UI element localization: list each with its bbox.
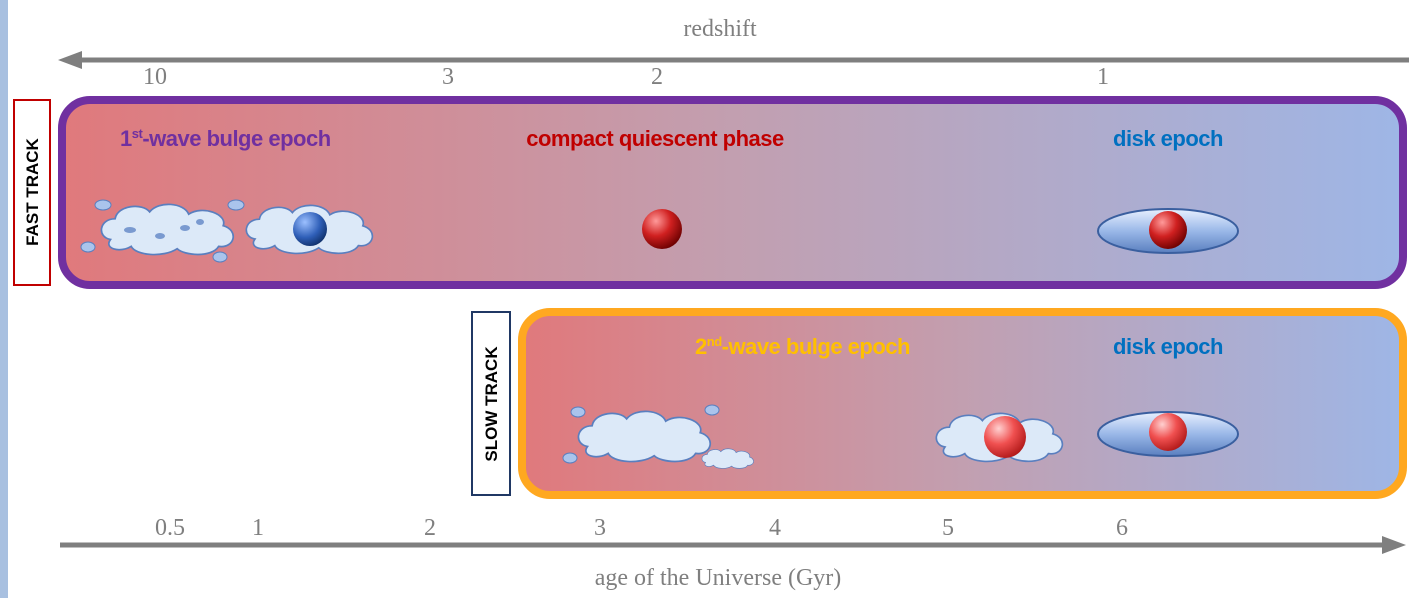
tick-labels: 0.5 1 2 3 4 5 6	[155, 515, 1128, 541]
tick-label: 3	[594, 515, 606, 541]
arrow-head	[58, 51, 82, 69]
tick-labels: 10 3 2 1	[143, 64, 1109, 90]
axis-title: redshift	[683, 16, 757, 42]
edge-strip	[0, 0, 8, 598]
track-box	[522, 312, 1403, 495]
tick-label: 2	[651, 64, 663, 90]
phase-label: disk epoch	[1113, 126, 1223, 151]
phase-label: disk epoch	[1113, 334, 1223, 359]
phase-label: compact quiescent phase	[526, 126, 784, 151]
phase-label: 1st-wave bulge epoch	[120, 126, 331, 151]
arrow-head	[1382, 536, 1406, 554]
phase-label: 2nd-wave bulge epoch	[695, 334, 910, 359]
diagram: redshift 10 3 2 1 FAST TRACK 1st-wave bulge…	[0, 0, 1409, 598]
tick-label: 10	[143, 64, 167, 90]
tick-label: 6	[1116, 515, 1128, 541]
tick-label: 0.5	[155, 515, 185, 541]
track-label: SLOW TRACK	[482, 346, 501, 462]
tick-label: 3	[442, 64, 454, 90]
tick-label: 2	[424, 515, 436, 541]
tick-label: 1	[1097, 64, 1109, 90]
tick-label: 1	[252, 515, 264, 541]
tick-label: 4	[769, 515, 781, 541]
track-label: FAST TRACK	[23, 137, 42, 245]
axis-title: age of the Universe (Gyr)	[595, 565, 842, 591]
tick-label: 5	[942, 515, 954, 541]
